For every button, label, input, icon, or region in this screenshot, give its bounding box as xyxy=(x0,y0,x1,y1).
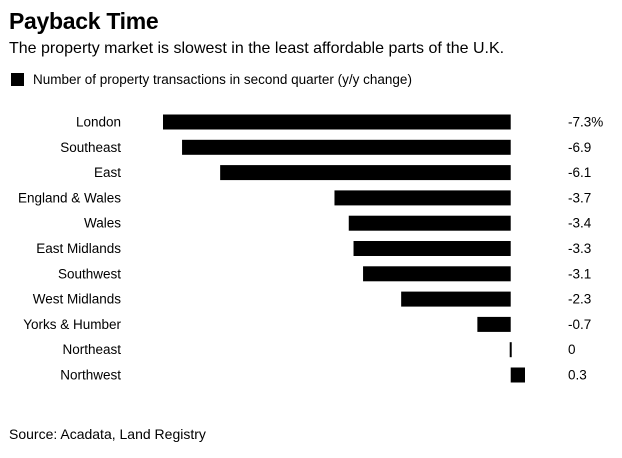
bar xyxy=(477,316,511,332)
value-label: 0 xyxy=(568,342,576,357)
value-label: -3.3 xyxy=(568,241,591,256)
category-label: Southeast xyxy=(60,140,121,155)
bar xyxy=(509,342,512,358)
bar xyxy=(510,367,525,383)
value-label: -7.3% xyxy=(568,115,603,130)
bar xyxy=(401,291,511,307)
bar xyxy=(353,241,511,256)
category-label: East Midlands xyxy=(36,241,121,256)
category-label: Northeast xyxy=(62,342,121,357)
category-label: Wales xyxy=(84,216,121,231)
value-label: -6.1 xyxy=(568,165,591,180)
category-label: England & Wales xyxy=(18,190,121,205)
value-label: -6.9 xyxy=(568,140,591,155)
bar xyxy=(348,215,511,231)
bar xyxy=(182,139,511,155)
value-label: -3.4 xyxy=(568,216,592,231)
chart-title: Payback Time xyxy=(9,8,159,34)
bar xyxy=(363,266,511,282)
source-note: Source: Acadata, Land Registry xyxy=(9,426,206,442)
category-label: Northwest xyxy=(60,368,121,383)
chart-subtitle: The property market is slowest in the le… xyxy=(9,40,505,57)
category-label: West Midlands xyxy=(33,292,122,307)
bar xyxy=(220,165,511,181)
category-label: London xyxy=(76,115,121,130)
value-label: -2.3 xyxy=(568,292,591,307)
category-label: Yorks & Humber xyxy=(23,317,121,332)
value-label: -3.1 xyxy=(568,266,591,281)
value-label: 0.3 xyxy=(568,368,587,383)
value-label: -0.7 xyxy=(568,317,591,332)
category-label: Southwest xyxy=(58,266,121,281)
chart-legend: Number of property transactions in secon… xyxy=(11,70,412,88)
bar xyxy=(334,190,511,206)
legend-label: Number of property transactions in secon… xyxy=(33,71,412,87)
value-label: -3.7 xyxy=(568,190,591,205)
bar xyxy=(163,114,511,130)
legend-swatch xyxy=(11,72,24,86)
category-label: East xyxy=(94,165,121,180)
